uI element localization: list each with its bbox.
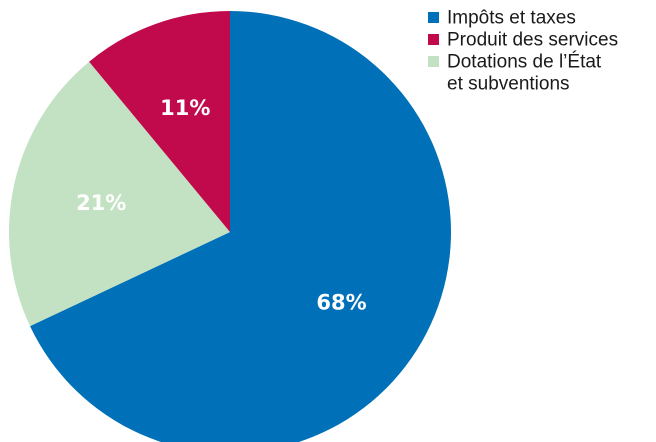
legend-swatch	[428, 56, 439, 67]
legend-label: Impôts et taxes	[447, 8, 576, 29]
pie-slices	[8, 11, 451, 442]
pie-slice	[8, 61, 230, 327]
legend-label: Produit des services	[447, 30, 618, 51]
legend-swatch	[428, 12, 439, 23]
pie-slice	[30, 11, 451, 442]
slice-value-label: 21%	[76, 191, 126, 215]
pie-slice-labels: 68% 21% 11%	[76, 96, 367, 315]
legend-label: Dotations de l’État	[447, 52, 602, 73]
slice-value-label: 68%	[316, 291, 366, 315]
legend-swatch	[428, 34, 439, 45]
slice-value-label: 11%	[160, 96, 210, 120]
legend-label: et subventions	[447, 74, 570, 95]
pie-slice	[89, 11, 230, 232]
